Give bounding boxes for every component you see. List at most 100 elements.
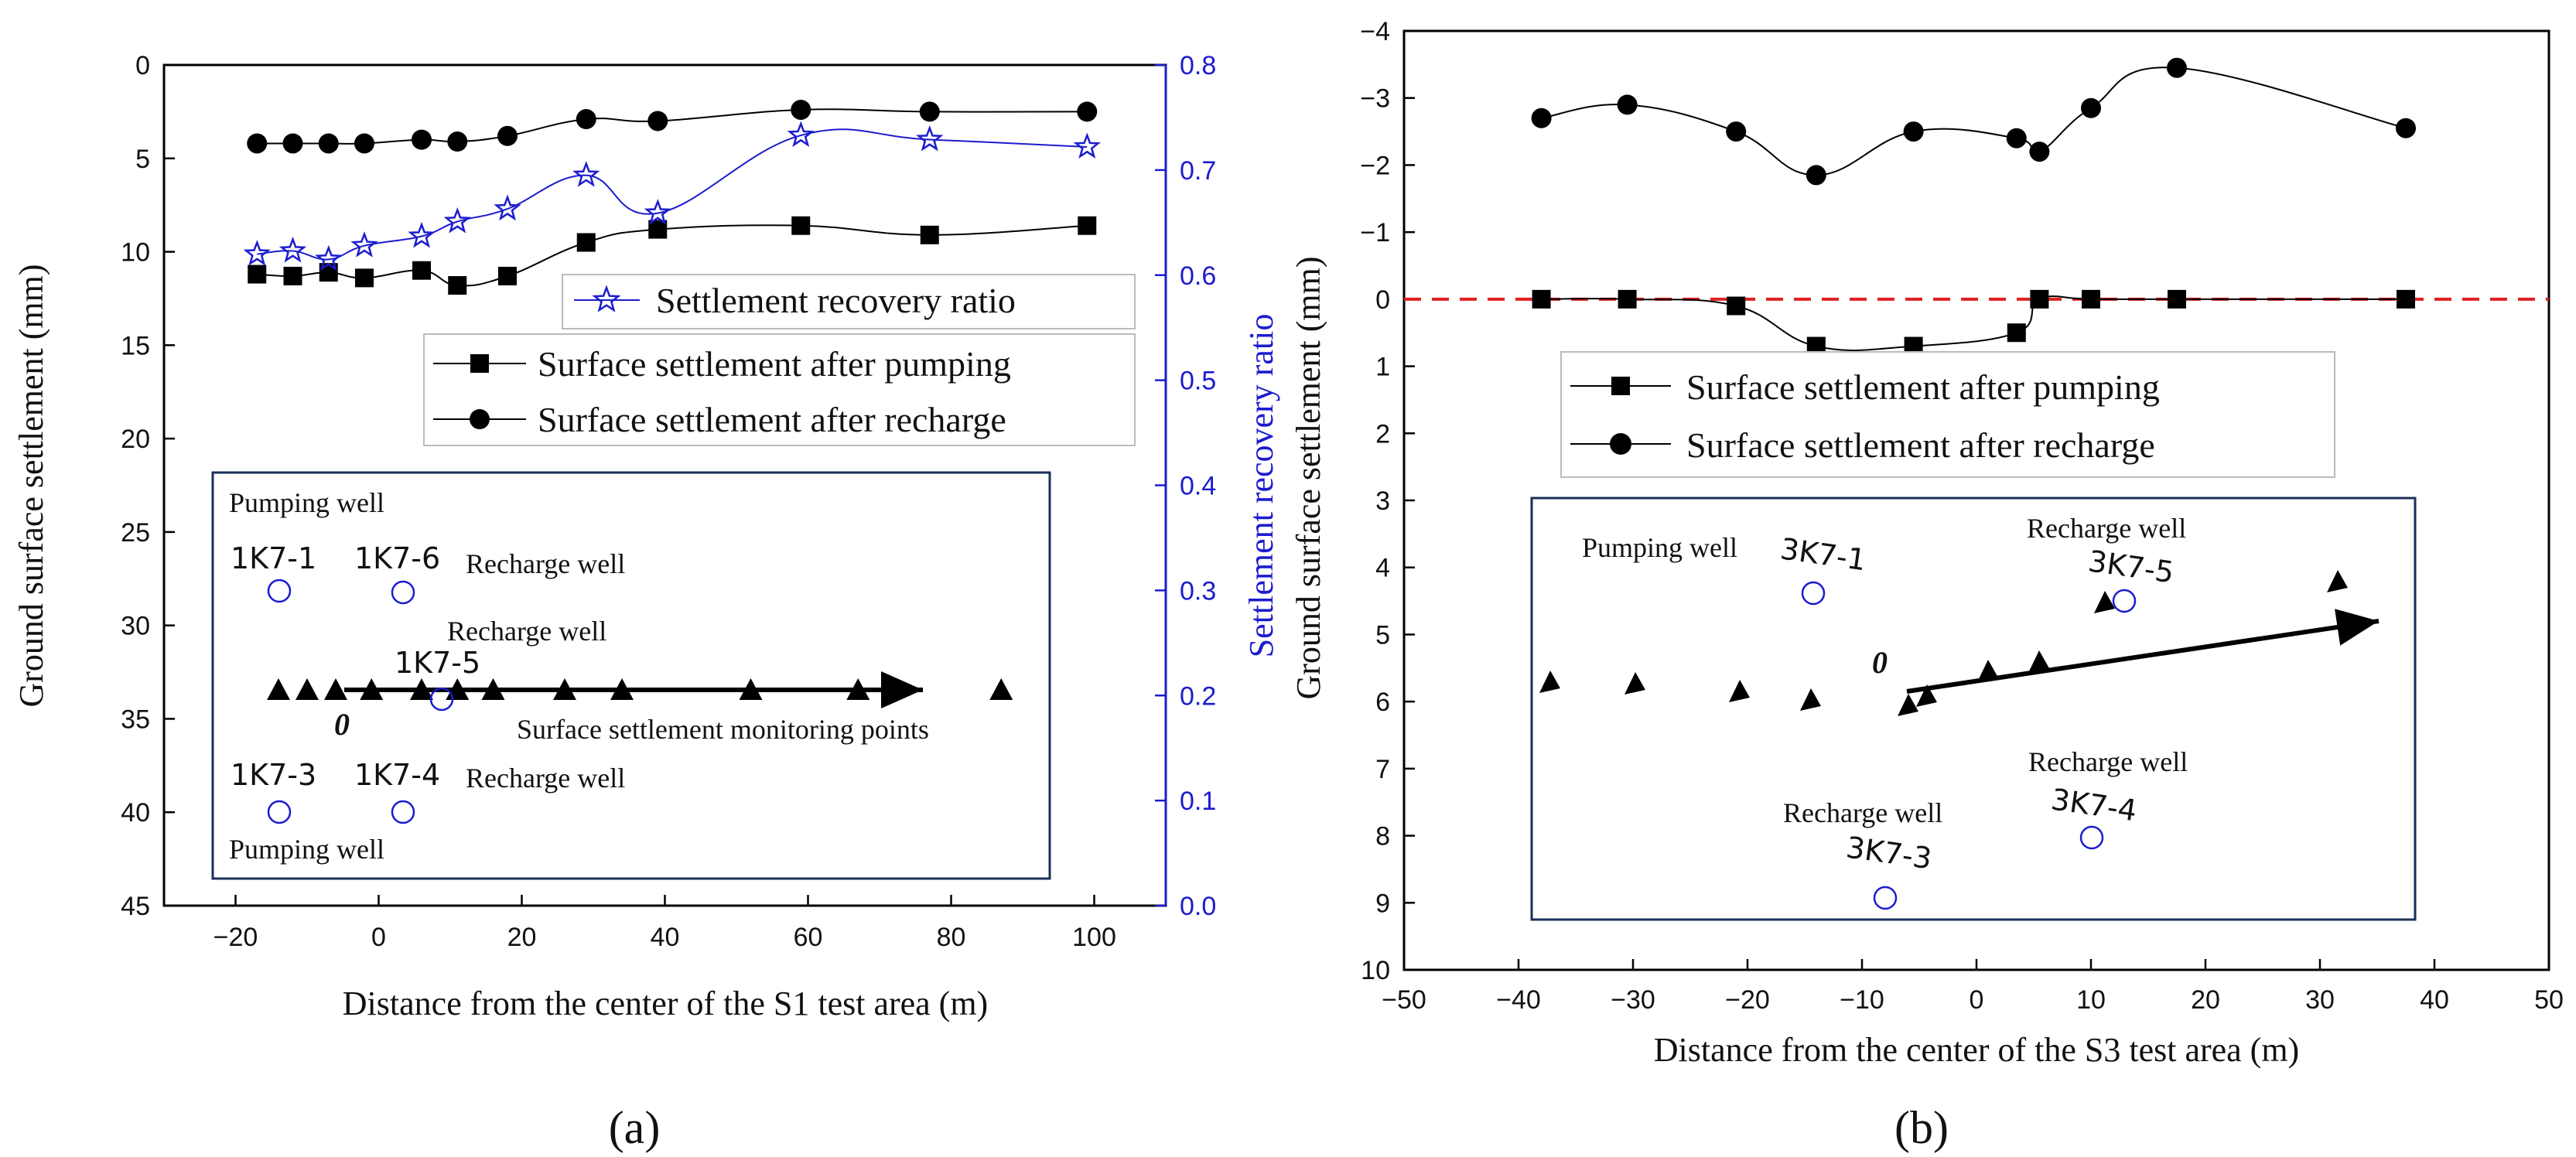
data-point bbox=[278, 236, 307, 263]
monitoring-point-icon bbox=[1898, 694, 1918, 716]
y-tick-label: 25 bbox=[121, 518, 150, 548]
data-point bbox=[497, 125, 518, 146]
data-point bbox=[1903, 121, 1924, 142]
data-point bbox=[916, 125, 944, 152]
data-point bbox=[408, 221, 436, 248]
well-type-label: Recharge well bbox=[2028, 746, 2188, 777]
panel-a-legend-settlement-box bbox=[423, 333, 1136, 446]
x-tick-label: 40 bbox=[2420, 985, 2449, 1015]
legend-item-after-recharge: Surface settlement after recharge bbox=[1570, 425, 2155, 465]
data-point bbox=[443, 206, 471, 234]
series-line bbox=[1541, 295, 2406, 352]
y-tick-label: 1 bbox=[1375, 353, 1390, 382]
x-tick-label: 0 bbox=[1970, 985, 1984, 1015]
series-line bbox=[257, 108, 1088, 145]
panel-b-y-axis-label: Ground surface settlement (mm) bbox=[1290, 256, 1327, 699]
monitoring-point-icon bbox=[989, 678, 1013, 700]
data-point bbox=[644, 199, 671, 225]
y-tick-label: 10 bbox=[1361, 956, 1390, 985]
data-point bbox=[576, 109, 596, 130]
monitoring-point-icon bbox=[324, 678, 347, 700]
origin-label: 0 bbox=[334, 707, 350, 742]
data-point bbox=[1727, 296, 1746, 316]
recharge-well-icon bbox=[1873, 886, 1898, 910]
y-tick-label: −3 bbox=[1360, 84, 1390, 114]
panel-a-x-axis-label: Distance from the center of the S1 test … bbox=[343, 985, 988, 1022]
data-point bbox=[494, 194, 521, 221]
series-line bbox=[257, 128, 1088, 261]
panel-a-label: (a) bbox=[609, 1102, 661, 1153]
y2-tick-label: 0.0 bbox=[1180, 892, 1216, 921]
y-tick-label: 45 bbox=[121, 892, 150, 921]
panel-a-y2-axis-label: Settlement recovery ratio bbox=[1242, 314, 1280, 658]
panel-b-legend-box bbox=[1560, 351, 2335, 478]
panel-a-y-axis: 0 5 10 15 20 25 30 35 40 45 bbox=[121, 51, 175, 921]
panel-a-y-axis-label: Ground surface settlement (mm) bbox=[12, 264, 50, 707]
panel-b-x-axis: −50 −40 −30 −20 −10 0 10 20 30 40 50 bbox=[1382, 959, 2564, 1015]
data-point bbox=[791, 99, 811, 120]
monitoring-point-icon bbox=[296, 678, 319, 700]
data-point bbox=[2396, 118, 2416, 138]
recharge-well-icon bbox=[2079, 825, 2104, 850]
monitoring-points bbox=[1539, 570, 2348, 716]
data-point bbox=[1617, 94, 1638, 115]
legend-item-after-recharge: Surface settlement after recharge bbox=[433, 400, 1006, 439]
well-type-label: Recharge well bbox=[2027, 513, 2186, 544]
pumping-well-icon bbox=[267, 578, 292, 603]
data-point bbox=[1078, 216, 1097, 235]
monitoring-point-icon bbox=[1800, 688, 1821, 711]
y-tick-label: 2 bbox=[1375, 419, 1390, 449]
x-tick-label: −40 bbox=[1496, 985, 1541, 1015]
y2-tick-label: 0.8 bbox=[1180, 51, 1216, 80]
data-point bbox=[243, 240, 271, 266]
data-point bbox=[791, 216, 811, 235]
data-point bbox=[2397, 289, 2415, 309]
y-tick-label: 35 bbox=[121, 705, 150, 734]
well-id-label: 1K7-6 bbox=[354, 541, 440, 575]
monitoring-point-icon bbox=[2028, 650, 2049, 673]
x-tick-label: −20 bbox=[214, 923, 258, 952]
monitoring-point-icon bbox=[2327, 570, 2348, 592]
y-tick-label: −4 bbox=[1360, 17, 1390, 46]
data-point bbox=[412, 129, 432, 150]
svg-text:Surface settlement after recha: Surface settlement after recharge bbox=[1686, 425, 2155, 465]
panel-a-inset-box bbox=[211, 471, 1051, 880]
data-point bbox=[647, 111, 668, 131]
data-point bbox=[2082, 289, 2100, 309]
x-tick-label: −20 bbox=[1725, 985, 1770, 1015]
x-tick-label: −30 bbox=[1611, 985, 1655, 1015]
y-tick-label: 7 bbox=[1375, 755, 1390, 784]
data-point bbox=[2168, 289, 2186, 309]
well-type-label: Recharge well bbox=[466, 548, 625, 579]
data-point bbox=[1618, 289, 1637, 309]
y-tick-label: 5 bbox=[1375, 620, 1390, 650]
monitoring-points-label: Surface settlement monitoring points bbox=[517, 714, 929, 745]
data-point bbox=[2030, 289, 2049, 309]
svg-text:Surface settlement after pumpi: Surface settlement after pumping bbox=[538, 344, 1011, 384]
svg-text:Settlement recovery ratio: Settlement recovery ratio bbox=[656, 281, 1016, 320]
well-type-label: Pumping well bbox=[229, 487, 384, 518]
data-point bbox=[1726, 121, 1747, 142]
monitoring-arrow bbox=[1906, 609, 2380, 694]
data-point bbox=[283, 266, 302, 285]
y-tick-label: 20 bbox=[121, 425, 150, 454]
data-point bbox=[2006, 128, 2027, 148]
data-point bbox=[355, 268, 374, 288]
x-tick-label: −10 bbox=[1840, 985, 1884, 1015]
x-tick-label: 20 bbox=[2191, 985, 2220, 1015]
y-tick-label: −2 bbox=[1360, 151, 1390, 180]
y-tick-label: 0 bbox=[1375, 285, 1390, 315]
data-point bbox=[498, 266, 517, 285]
y-tick-label: 0 bbox=[135, 51, 150, 80]
y2-tick-label: 0.3 bbox=[1180, 576, 1216, 606]
panel-b: −50 −40 −30 −20 −10 0 10 20 30 40 50 −4−3−2−101234… bbox=[1290, 17, 2564, 1153]
panel-a-y2-axis: 0.0 0.1 0.2 0.3 0.4 0.5 0.6 0.7 0.8 bbox=[1155, 51, 1216, 921]
y2-tick-label: 0.5 bbox=[1180, 367, 1216, 396]
panel-b-y-axis: −4 −3 −2 −1 0 1 2 3 4 5 6 7 8 9 10 bbox=[1360, 17, 1415, 985]
data-point bbox=[315, 244, 343, 271]
x-tick-label: 10 bbox=[2076, 985, 2106, 1015]
y-tick-label: 10 bbox=[121, 238, 150, 268]
data-point bbox=[1806, 165, 1826, 186]
data-point bbox=[1077, 101, 1098, 122]
